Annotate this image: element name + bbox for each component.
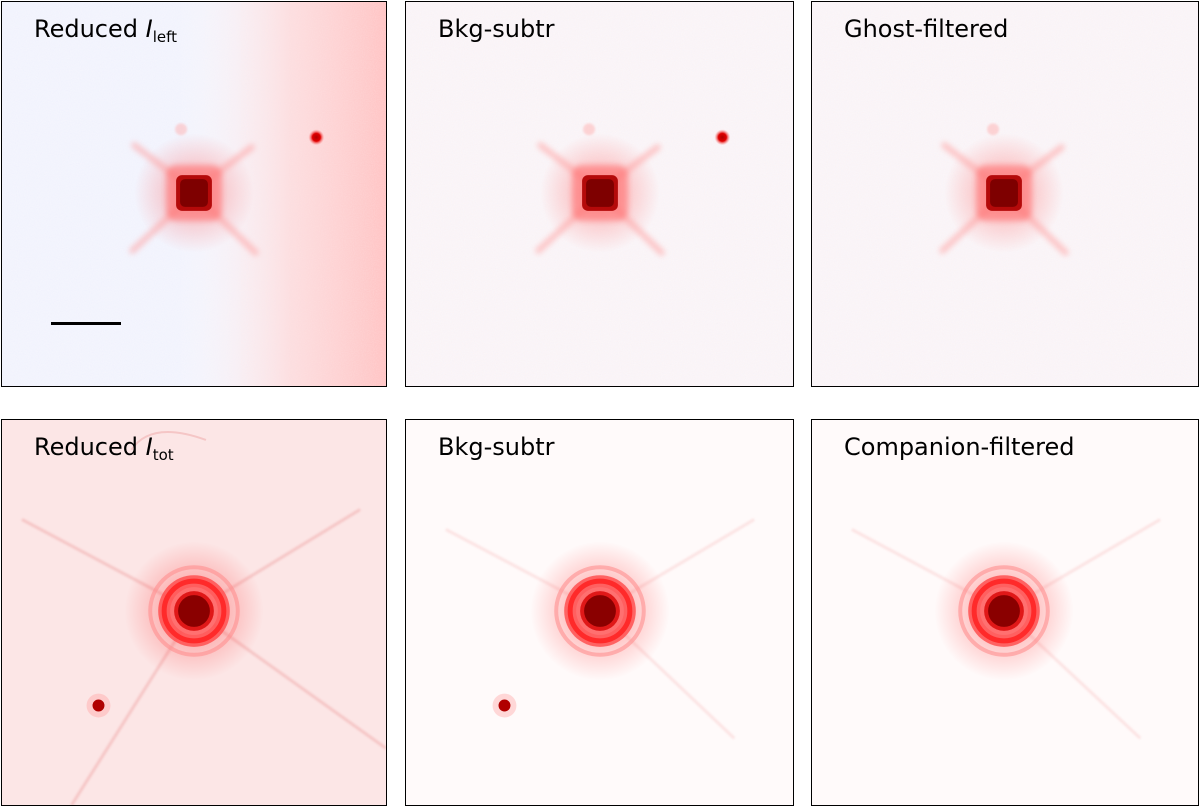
image-reduced-ileft: [2, 2, 386, 386]
panel-companion-filtered: Companion-filtered: [811, 419, 1199, 806]
companion-spot: [92, 699, 105, 712]
image-ghost-filtered: [812, 2, 1198, 386]
panel-bkg-subtr-top: Bkg-subtr: [405, 1, 794, 387]
panel-reduced-ileft: Reduced Ileft: [1, 1, 387, 387]
companion-spot: [714, 129, 731, 146]
image-bkg-subtr-bottom: [406, 420, 793, 805]
panel-title: Ghost-filtered: [844, 15, 1009, 43]
panel-title: Bkg-subtr: [438, 15, 555, 43]
panel-title: Bkg-subtr: [438, 433, 555, 461]
companion-spot: [308, 129, 325, 146]
panel-title: Reduced Itot: [34, 433, 174, 464]
companion-spot: [498, 699, 511, 712]
panel-bkg-subtr-bottom: Bkg-subtr: [405, 419, 794, 806]
panel-title: Reduced Ileft: [34, 15, 178, 46]
scale-bar: [51, 322, 121, 325]
image-reduced-itot: [2, 420, 386, 805]
panel-ghost-filtered: Ghost-filtered: [811, 1, 1199, 387]
panel-title: Companion-filtered: [844, 433, 1075, 461]
image-bkg-subtr-top: [406, 2, 793, 386]
image-companion-filtered: [812, 420, 1198, 805]
panel-reduced-itot: Reduced Itot: [1, 419, 387, 806]
